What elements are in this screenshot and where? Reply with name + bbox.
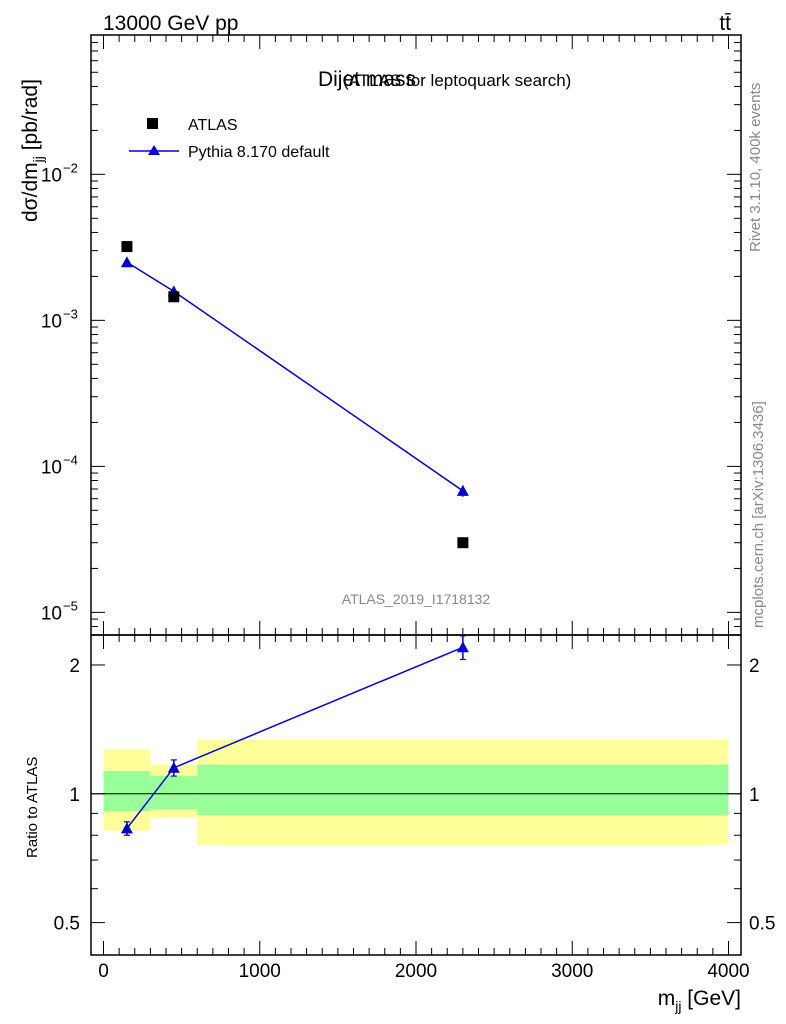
ratio-y-tick-labels: 2 2 1 1 0.5 0.5 <box>54 656 776 935</box>
ratio-y-tick-label-right: 1 <box>749 785 760 806</box>
uncertainty-band-inner <box>103 771 151 812</box>
main-content <box>120 241 469 549</box>
y-tick-exponent: −2 <box>63 160 78 175</box>
ratio-y-tick-label: 2 <box>69 656 80 677</box>
y-tick-label: 10 <box>41 457 62 478</box>
x-tick-label: 0 <box>98 961 109 982</box>
x-tick-label: 3000 <box>551 961 593 982</box>
legend-atlas-label: ATLAS <box>188 117 238 134</box>
y-tick-label: 10 <box>41 311 62 332</box>
uncertainty-band-inner <box>150 776 198 810</box>
y-tick-label: 10 <box>41 603 62 624</box>
rivet-version-label: Rivet 3.1.10, 400k events <box>747 83 764 252</box>
y-axis-label-tail: [pb/rad] <box>19 79 42 156</box>
ratio-y-tick-label: 1 <box>69 785 80 806</box>
x-axis-label-sub: jj <box>674 998 681 1014</box>
ratio-y-tick-label: 0.5 <box>54 914 80 935</box>
legend: ATLAS Pythia 8.170 default <box>129 117 330 161</box>
y-axis-label: dσ/dmjj [pb/rad] <box>19 79 46 222</box>
x-axis-label-tail: [GeV] <box>681 987 741 1010</box>
legend-pythia-marker <box>148 145 160 155</box>
chart-title: Dijet mass <box>318 68 416 91</box>
pythia-point <box>456 484 469 496</box>
y-axis-label-main: dσ/dm <box>19 162 42 222</box>
legend-atlas-marker <box>147 118 158 129</box>
y-tick-label: 10 <box>41 165 62 186</box>
main-y-tick-labels: 10−210−310−410−5 <box>41 160 78 624</box>
ratio-point <box>167 761 180 773</box>
x-axis-label: mjj [GeV] <box>658 987 741 1014</box>
x-tick-labels: 0 1000 2000 3000 4000 <box>98 961 749 982</box>
ratio-y-tick-label-right: 0.5 <box>749 914 775 935</box>
x-axis-label-main: m <box>658 987 676 1010</box>
collision-energy-label: 13000 GeV pp <box>103 12 238 35</box>
ratio-content <box>91 635 741 845</box>
ratio-y-tick-label-right: 2 <box>749 656 760 677</box>
atlas-point <box>457 537 469 549</box>
atlas-point <box>168 291 180 303</box>
ratio-point <box>120 822 133 834</box>
y-tick-exponent: −5 <box>63 598 78 613</box>
legend-pythia-label: Pythia 8.170 default <box>188 144 330 161</box>
ratio-axis-ticks <box>91 664 741 955</box>
main-axis-ticks <box>91 34 741 649</box>
y-axis-label-sub: jj <box>30 156 46 163</box>
y-tick-exponent: −3 <box>63 306 78 321</box>
main-panel: Dijet mass (ATLAS for leptoquark search)… <box>19 34 742 649</box>
ratio-panel: 2 2 1 1 0.5 0.5 0 1000 2000 3000 4000 Ratio to AT… <box>24 634 776 1014</box>
process-label: tt̄ <box>719 12 731 35</box>
x-tick-label: 4000 <box>707 961 749 982</box>
analysis-watermark: ATLAS_2019_I1718132 <box>342 591 491 607</box>
pythia-point <box>120 256 133 268</box>
mcplots-credit-label: mcplots.cern.ch [arXiv:1306.3436] <box>750 401 767 628</box>
atlas-point <box>121 241 133 253</box>
uncertainty-band-inner <box>197 764 729 816</box>
x-tick-label: 1000 <box>239 961 281 982</box>
ratio-point <box>456 641 469 653</box>
chart-subtitle: (ATLAS for leptoquark search) <box>343 71 571 90</box>
y-tick-exponent: −4 <box>63 452 78 467</box>
ratio-y-axis-label: Ratio to ATLAS <box>24 757 41 858</box>
x-tick-label: 2000 <box>395 961 437 982</box>
